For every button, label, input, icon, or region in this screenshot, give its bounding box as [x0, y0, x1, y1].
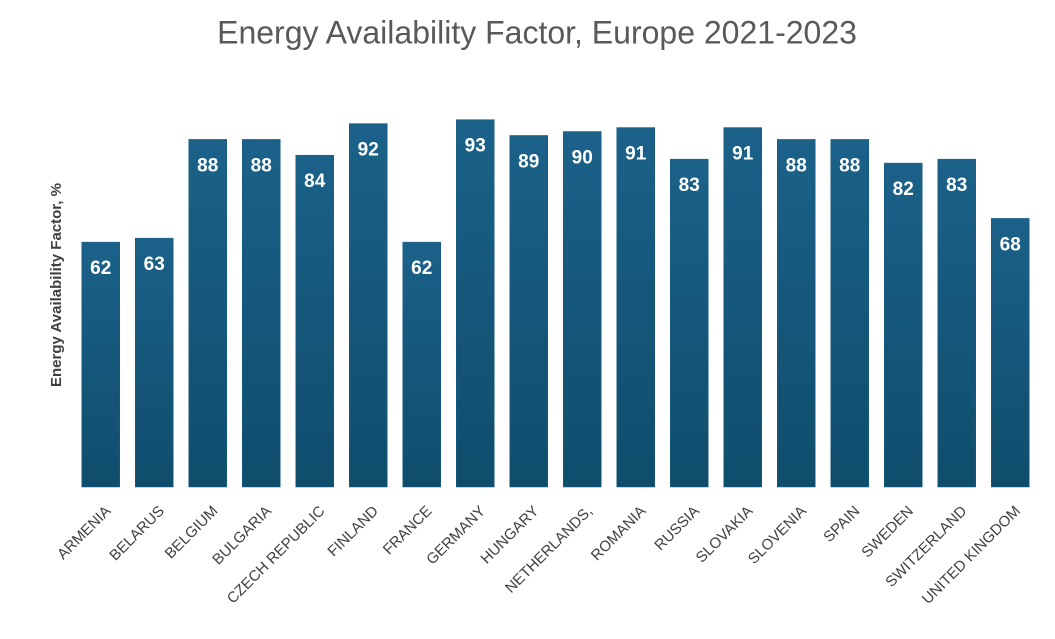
data-label: 82: [893, 179, 914, 200]
bar: [563, 131, 602, 488]
data-label: 88: [786, 155, 807, 176]
bar: [509, 135, 548, 488]
data-label: 91: [732, 144, 754, 165]
x-tick-label: FINLAND: [324, 503, 382, 561]
data-label: 91: [625, 144, 647, 165]
bar: [242, 139, 281, 488]
data-label: 84: [304, 171, 326, 192]
bar: [884, 162, 923, 488]
x-tick-label: SLOVENIA: [745, 503, 810, 568]
x-tick-label: ROMANIA: [588, 503, 650, 565]
bar: [135, 237, 174, 488]
data-label: 88: [251, 155, 272, 176]
bar: [937, 158, 976, 488]
bar: [456, 119, 495, 488]
bar: [349, 123, 388, 488]
chart-title: Energy Availability Factor, Europe 2021-…: [217, 14, 857, 50]
bar: [723, 127, 762, 488]
data-label: 90: [572, 148, 593, 169]
data-label: 63: [144, 254, 165, 275]
data-label: 62: [90, 258, 111, 279]
data-label: 83: [679, 175, 700, 196]
bar: [830, 139, 869, 488]
data-label: 83: [946, 175, 967, 196]
bar: [295, 154, 334, 488]
bar: [777, 139, 816, 488]
data-label: 89: [518, 151, 539, 172]
x-tick-label: SPAIN: [820, 503, 863, 546]
y-axis-label: Energy Availability Factor, %: [48, 183, 65, 387]
x-tick-label: FRANCE: [380, 503, 436, 559]
bar: [670, 158, 709, 488]
data-label: 88: [839, 155, 860, 176]
bar: [616, 127, 655, 488]
data-label: 68: [1000, 234, 1021, 255]
data-label: 93: [465, 136, 486, 157]
x-tick-label: UNITED KINGDOM: [919, 503, 1024, 608]
data-label: 92: [358, 140, 379, 161]
data-label: 88: [197, 155, 218, 176]
bar: [81, 241, 120, 488]
bar: [402, 241, 441, 488]
bar: [991, 218, 1030, 488]
x-tick-label: CZECH REPUBLIC: [224, 502, 329, 607]
x-tick-label: ARMENIA: [54, 503, 114, 563]
x-tick-label: RUSSIA: [651, 503, 703, 555]
x-tick-label: BELARUS: [106, 503, 168, 565]
data-label: 62: [411, 258, 432, 279]
bar: [188, 139, 227, 488]
